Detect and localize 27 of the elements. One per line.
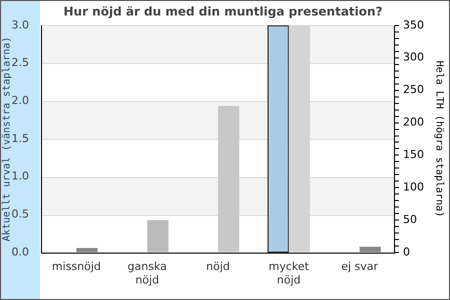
y-tick-label: 2.0 [12,94,29,107]
y2-axis-title: Hela LTH (högra staplarna) [433,60,444,218]
x-tick-label: missnöjd [52,260,101,274]
chart-title: Hur nöjd är du med din muntliga presentation? [63,4,383,18]
y2-tick-label: 0 [403,245,410,258]
y-tick-label: 1.5 [12,132,29,145]
x-tick-label: ej svar [341,260,378,274]
y-tick-label: 2.5 [12,56,29,70]
y-tick-label: 3.0 [12,18,29,32]
bar [360,246,381,252]
y2-tick-label: 100 [403,180,424,194]
y2-tick-label: 200 [403,116,424,129]
y-axis-title: Aktuellt urval (vänstra staplarna) [2,36,13,242]
y-tick-label: 0.5 [12,208,29,221]
y-tick-label: 0.0 [12,245,29,258]
y2-tick-label: 350 [403,18,424,32]
x-tick-label: ganska nöjd [128,260,167,286]
bar [218,106,240,252]
y-tick-label: 1.0 [12,170,29,183]
y2-tick-label: 50 [403,213,417,226]
y2-tick-label: 250 [403,83,424,96]
y2-tick-label: 300 [403,50,424,64]
y2-tick-label: 150 [403,148,424,162]
bar [76,248,98,252]
x-tick-label: mycket nöjd [268,260,310,286]
x-tick-label: nöjd [206,260,230,274]
bar [147,220,168,252]
